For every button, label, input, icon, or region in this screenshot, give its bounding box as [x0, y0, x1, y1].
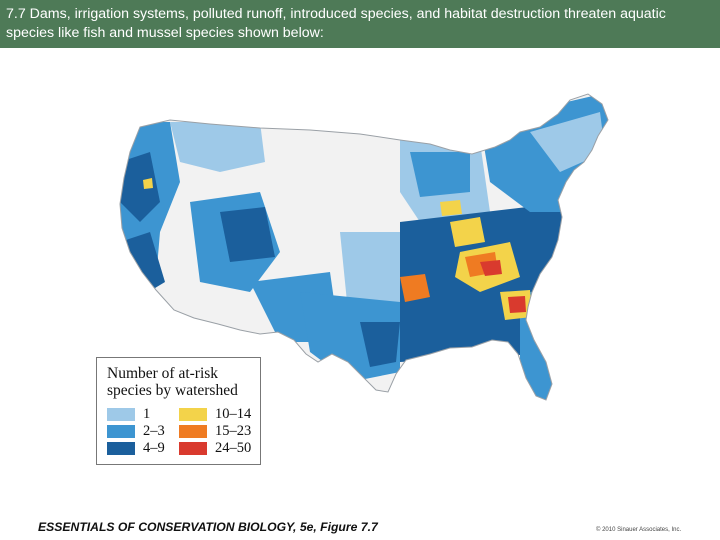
region-new-england: [530, 112, 605, 172]
hotspot-mobile-basin: [508, 296, 526, 313]
slide-header: 7.7 Dams, irrigation systems, polluted r…: [0, 0, 720, 48]
legend-label-1: 1: [143, 406, 151, 422]
legend-swatch-24-50: [179, 442, 207, 455]
legend-swatch-4-9: [107, 442, 135, 455]
legend-swatch-2-3: [107, 425, 135, 438]
legend-title: Number of at-risk species by watershed: [107, 365, 238, 399]
region-northwest: [120, 152, 160, 222]
region-california: [120, 232, 165, 297]
map-regions: [120, 94, 608, 400]
legend-label-4-9: 4–9: [143, 440, 165, 456]
legend-label-10-14: 10–14: [215, 406, 252, 422]
hotspot-appalachian: [440, 200, 462, 216]
legend-swatch-10-14: [179, 408, 207, 421]
region-northern-rockies: [170, 122, 265, 172]
region-east-texas: [360, 322, 400, 367]
copyright-notice: © 2010 Sinauer Associates, Inc.: [596, 527, 682, 533]
us-outline: [119, 93, 609, 401]
region-colorado-basin: [220, 207, 275, 262]
hotspot-northwest: [143, 178, 153, 189]
legend-swatch-1: [107, 408, 135, 421]
legend-swatch-15-23: [179, 425, 207, 438]
region-west-coast: [120, 122, 180, 332]
us-watershed-map: [100, 92, 620, 422]
map-svg: [119, 93, 609, 401]
legend-label-24-50: 24–50: [215, 440, 252, 456]
hotspot-ozarks: [400, 274, 430, 302]
legend-label-15-23: 15–23: [215, 423, 252, 439]
map-legend: Number of at-risk species by watershed 1…: [96, 357, 261, 465]
legend-label-2-3: 2–3: [143, 423, 165, 439]
figure-caption: ESSENTIALS OF CONSERVATION BIOLOGY, 5e, …: [38, 520, 378, 534]
slide-title: 7.7 Dams, irrigation systems, polluted r…: [6, 6, 666, 41]
hotspot-ohio-valley: [450, 217, 485, 247]
region-great-plains: [270, 132, 400, 242]
hotspot-tennessee-center: [480, 260, 502, 276]
region-great-lakes: [410, 152, 470, 197]
